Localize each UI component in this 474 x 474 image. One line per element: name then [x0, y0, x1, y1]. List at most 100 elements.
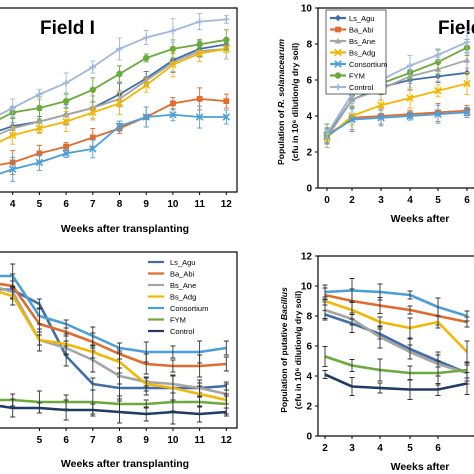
error-bar [435, 383, 441, 396]
error-bar [63, 319, 69, 329]
legend-label: Bs_Adg [170, 292, 196, 301]
series-line [0, 97, 227, 166]
data-point [169, 110, 177, 119]
series-control [322, 370, 470, 400]
legend-label: Ba_Abi [170, 269, 195, 278]
data-point [463, 57, 471, 63]
data-point [116, 45, 123, 53]
data-point [348, 115, 356, 124]
x-tick-label: 12 [221, 199, 233, 210]
y-axis-label: Population of putative Bacillus [279, 287, 289, 413]
legend-glyph-marker [335, 26, 341, 33]
data-point [62, 79, 70, 87]
series-line [0, 47, 227, 135]
data-point [195, 113, 204, 121]
data-point [62, 97, 70, 105]
data-point [169, 45, 177, 53]
data-point [116, 70, 123, 78]
error-bar [10, 398, 16, 418]
data-point [8, 165, 17, 174]
series-line [324, 313, 468, 375]
data-point [323, 130, 331, 138]
series-bs-ane [322, 299, 470, 382]
data-point [223, 36, 230, 44]
error-bar [117, 342, 123, 354]
data-point [8, 131, 17, 139]
data-point [196, 18, 203, 25]
error-bar [377, 358, 383, 382]
data-point [196, 41, 203, 48]
series-line [326, 111, 468, 137]
x-tick-label: 6 [435, 443, 441, 454]
series-consortium [0, 105, 231, 182]
legend-label: Bs_Ane [170, 281, 196, 290]
data-point [196, 95, 203, 102]
y-tick-label: 8 [306, 40, 312, 51]
series-line [0, 43, 227, 132]
series-consortium [0, 263, 229, 364]
chart-panel-3: 5 6 7 8 9 10 11 12 Weeks after transplanting Ls_A… [0, 251, 238, 470]
data-point [434, 87, 442, 95]
series-control [323, 30, 471, 139]
data-point [62, 149, 70, 158]
x-tick-label: 4 [377, 443, 383, 454]
y-axis-label-units: (cfu in 10⁶ dilution/g dry soil) [290, 43, 300, 162]
data-point [89, 134, 96, 141]
data-point [222, 113, 231, 121]
y-tick-label: 6 [306, 342, 312, 353]
series-line [326, 109, 468, 137]
data-point [36, 91, 43, 98]
y-tick-label: 2 [306, 402, 312, 413]
series-control [0, 398, 229, 425]
plot-frame [317, 7, 474, 189]
y-tick-label: 8 [306, 312, 312, 323]
series-line [324, 299, 468, 353]
data-point [35, 158, 44, 167]
series-line [326, 41, 468, 135]
x-tick-label: 9 [143, 199, 149, 210]
y-tick-label: 0 [306, 184, 312, 195]
plot-area [323, 30, 471, 149]
error-bar [435, 297, 441, 317]
series-line [324, 308, 468, 375]
error-bar [407, 379, 413, 400]
plot-frame [0, 7, 238, 193]
x-axis-label: Weeks after transplanting [61, 458, 189, 470]
legend: Ls_Agu Ba_Abi Bs_Ane Bs_Adg Consortium FYM Con… [325, 9, 387, 95]
error-bar [407, 305, 413, 315]
error-bar [377, 316, 383, 328]
legend-label: Ba_Abi [349, 25, 374, 34]
error-bar [36, 402, 42, 414]
x-tick-label: 10 [167, 199, 179, 210]
y-axis-label-organism: R. solanacearum [276, 39, 286, 108]
error-bar [63, 333, 69, 355]
error-bar [36, 334, 42, 346]
error-bar [349, 377, 355, 396]
data-point [9, 104, 16, 112]
series-line [324, 293, 468, 324]
data-point [35, 124, 44, 133]
series-line [324, 355, 468, 375]
x-tick-label: 6 [464, 195, 470, 206]
error-bar [117, 400, 123, 424]
panel-title: Field I [40, 18, 95, 39]
data-point [463, 79, 471, 88]
x-tick-label: 3 [349, 443, 355, 454]
y-axis-label-text: Population of putative [279, 320, 289, 413]
legend-label: Control [349, 83, 374, 92]
x-tick-label: 4 [10, 199, 16, 210]
data-point [89, 108, 97, 117]
series-line [0, 48, 227, 143]
y-tick-label: 2 [306, 148, 312, 159]
x-tick-label: 4 [407, 195, 413, 206]
y-axis-label-units: (cfu in 10⁶ dilution/g dry soil) [293, 291, 303, 410]
x-tick-label: 8 [117, 435, 123, 446]
legend-glyph-marker [334, 83, 342, 91]
legend-glyph-marker [334, 60, 342, 68]
legend-label: Ls_Agu [170, 258, 195, 267]
error-bar [143, 406, 149, 422]
data-point [36, 104, 43, 112]
data-point [63, 143, 69, 150]
